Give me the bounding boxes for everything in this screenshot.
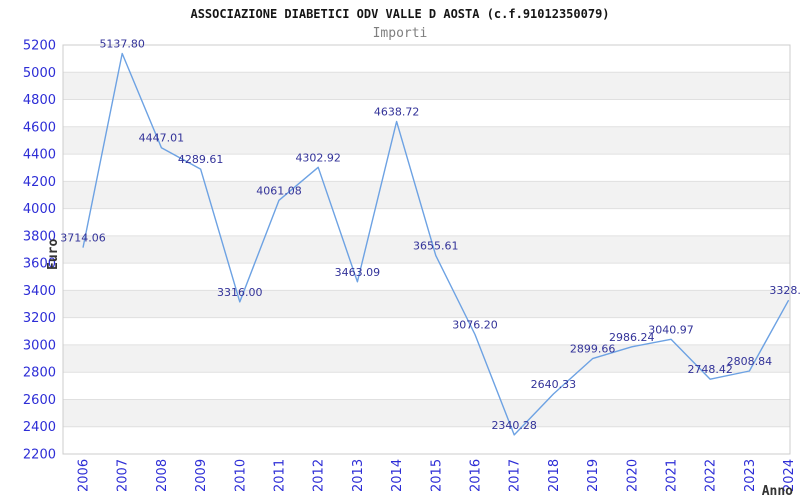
data-point-label: 4289.61 <box>178 153 224 166</box>
x-tick-label: 2017 <box>508 459 523 492</box>
data-point-label: 2899.66 <box>570 343 616 356</box>
y-tick-label: 4800 <box>23 93 56 108</box>
x-tick-label: 2021 <box>665 459 680 492</box>
x-tick-label: 2014 <box>390 459 405 492</box>
data-point-label: 4447.01 <box>139 132 185 145</box>
x-tick-label: 2009 <box>194 459 209 492</box>
data-line-importi <box>82 52 790 436</box>
y-tick-label: 2800 <box>23 366 56 381</box>
x-tick-label: 2015 <box>429 459 444 492</box>
plot-band <box>63 72 790 100</box>
data-point-label: 2340.28 <box>491 419 537 432</box>
x-tick-label: 2008 <box>155 459 170 492</box>
x-tick-label: 2018 <box>547 459 562 492</box>
y-tick-label: 2600 <box>23 393 56 408</box>
plot-band <box>63 399 790 427</box>
y-tick-label: 3000 <box>23 338 56 353</box>
plot-border <box>62 44 791 455</box>
data-point-label: 3316.00 <box>217 286 263 299</box>
x-axis-title: Anno <box>762 484 793 499</box>
plot-band <box>63 235 790 264</box>
y-tick-label: 5200 <box>23 39 56 54</box>
x-tick-label: 2012 <box>312 459 327 492</box>
data-point-label: 5137.80 <box>99 38 145 51</box>
data-point-label: 3655.61 <box>413 240 459 253</box>
y-axis-title: Euro <box>46 239 61 270</box>
data-point-label: 2748.42 <box>687 363 733 376</box>
x-tick-label: 2022 <box>704 459 719 492</box>
x-tick-label: 2013 <box>351 459 366 492</box>
x-tick-label: 2020 <box>625 459 640 492</box>
y-tick-label: 2200 <box>23 448 56 463</box>
data-point-label: 3714.06 <box>60 232 106 245</box>
plot-band <box>63 290 790 318</box>
data-point-label: 2808.84 <box>727 355 773 368</box>
y-tick-label: 4200 <box>23 175 56 190</box>
data-point-label: 4061.08 <box>256 184 302 197</box>
plot-band <box>63 344 790 373</box>
y-tick-label: 3200 <box>23 311 56 326</box>
y-tick-label: 2400 <box>23 420 56 435</box>
data-point-label: 2986.24 <box>609 331 655 344</box>
data-point-label: 4302.92 <box>295 151 341 164</box>
data-point-label: 4638.72 <box>374 106 420 119</box>
data-point-label: 2640.33 <box>531 378 577 391</box>
x-tick-label: 2019 <box>586 459 601 492</box>
y-tick-label: 4400 <box>23 148 56 163</box>
chart-subtitle: Importi <box>372 26 428 41</box>
y-tick-label: 3800 <box>23 229 56 244</box>
x-tick-label: 2011 <box>273 459 288 492</box>
plot-band <box>63 181 790 209</box>
x-tick-label: 2023 <box>743 459 758 492</box>
chart-title: ASSOCIAZIONE DIABETICI ODV VALLE D AOSTA… <box>190 7 610 21</box>
data-point-label: 3463.09 <box>335 266 381 279</box>
x-tick-label: 2024 <box>782 459 797 492</box>
data-point-label: 3328.4 <box>769 284 800 297</box>
data-point-label: 3040.97 <box>648 323 694 336</box>
x-tick-label: 2010 <box>233 459 248 492</box>
y-tick-label: 4600 <box>23 120 56 135</box>
plot-band <box>63 126 790 155</box>
y-tick-label: 3600 <box>23 257 56 272</box>
y-tick-label: 4000 <box>23 202 56 217</box>
y-tick-label: 5000 <box>23 66 56 81</box>
data-point-label: 3076.20 <box>452 319 498 332</box>
x-tick-label: 2006 <box>77 459 92 492</box>
x-tick-label: 2016 <box>469 459 484 492</box>
y-tick-label: 3400 <box>23 284 56 299</box>
x-tick-label: 2007 <box>116 459 131 492</box>
